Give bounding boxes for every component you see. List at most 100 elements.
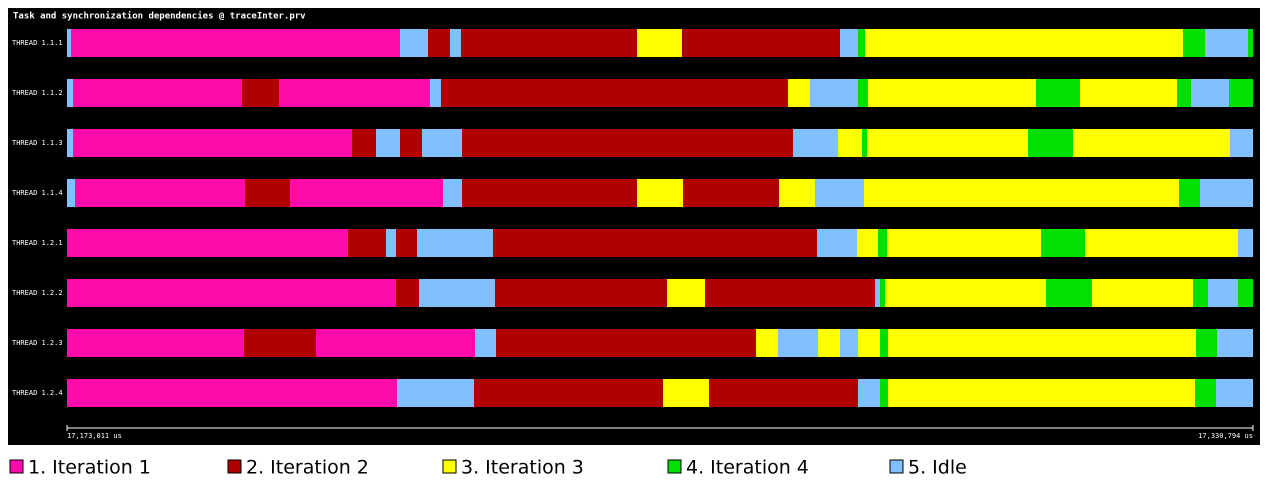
legend-label: 2. Iteration 2	[246, 457, 369, 479]
state-segment	[450, 29, 462, 57]
x-tick-label: 17,173,011 us	[67, 432, 122, 440]
state-segment	[868, 79, 1037, 107]
state-segment	[1177, 79, 1192, 107]
state-segment	[1191, 79, 1230, 107]
state-segment	[1217, 329, 1253, 357]
state-segment	[67, 329, 245, 357]
state-segment	[441, 79, 789, 107]
legend-swatch	[889, 459, 904, 474]
state-segment	[667, 279, 706, 307]
state-segment	[867, 129, 1029, 157]
state-segment	[880, 379, 889, 407]
state-segment	[462, 179, 638, 207]
state-segment	[858, 29, 866, 57]
state-segment	[810, 79, 859, 107]
state-segment	[858, 329, 881, 357]
legend-swatch	[9, 459, 24, 474]
state-segment	[663, 379, 710, 407]
state-segment	[396, 279, 420, 307]
legend-label: 5. Idle	[908, 457, 967, 479]
state-segment	[1085, 229, 1239, 257]
legend-swatch	[442, 459, 457, 474]
state-segment	[348, 229, 387, 257]
state-segment	[1028, 129, 1074, 157]
state-segment	[878, 229, 888, 257]
state-segment	[683, 179, 780, 207]
thread-label: THREAD 1.2.2	[12, 289, 63, 297]
state-segment	[857, 229, 879, 257]
state-segment	[888, 329, 1197, 357]
state-segment	[1046, 279, 1093, 307]
state-segment	[793, 129, 839, 157]
state-segment	[682, 29, 841, 57]
legend-swatch	[227, 459, 242, 474]
state-segment	[461, 29, 638, 57]
state-segment	[242, 79, 279, 107]
state-segment	[862, 129, 868, 157]
state-segment	[422, 129, 463, 157]
state-segment	[887, 229, 1042, 257]
state-segment	[637, 29, 683, 57]
state-segment	[858, 79, 869, 107]
state-segment	[840, 329, 859, 357]
state-segment	[1073, 129, 1231, 157]
state-segment	[495, 279, 668, 307]
chart-title: Task and synchronization dependencies @ …	[13, 11, 306, 22]
state-segment	[1238, 229, 1253, 257]
state-segment	[756, 329, 779, 357]
state-segment	[1080, 79, 1178, 107]
state-segment	[888, 379, 1196, 407]
state-segment	[1230, 129, 1253, 157]
state-segment	[400, 129, 423, 157]
state-segment	[428, 29, 451, 57]
thread-label: THREAD 1.1.2	[12, 89, 63, 97]
state-segment	[493, 229, 818, 257]
thread-label: THREAD 1.2.4	[12, 389, 63, 397]
state-segment	[70, 29, 401, 57]
state-segment	[1196, 329, 1218, 357]
thread-label: THREAD 1.2.1	[12, 239, 63, 247]
state-segment	[864, 179, 1180, 207]
state-segment	[417, 229, 494, 257]
thread-label: THREAD 1.2.3	[12, 339, 63, 347]
state-segment	[818, 329, 841, 357]
state-segment	[443, 179, 463, 207]
state-segment	[352, 129, 377, 157]
state-segment	[376, 129, 401, 157]
state-segment	[496, 329, 757, 357]
state-segment	[474, 379, 664, 407]
state-segment	[788, 79, 811, 107]
state-segment	[705, 279, 876, 307]
thread-label: THREAD 1.1.3	[12, 139, 63, 147]
state-segment	[67, 279, 397, 307]
thread-label: THREAD 1.1.1	[12, 39, 63, 47]
x-tick-label: 17,330,794 us	[1198, 432, 1253, 440]
state-segment	[779, 179, 816, 207]
state-segment	[1041, 229, 1086, 257]
state-segment	[1208, 279, 1239, 307]
state-segment	[244, 329, 317, 357]
state-segment	[778, 329, 819, 357]
state-segment	[400, 29, 429, 57]
state-segment	[290, 179, 444, 207]
state-segment	[858, 379, 881, 407]
state-segment	[1092, 279, 1194, 307]
state-segment	[865, 29, 1184, 57]
state-segment	[1238, 279, 1253, 307]
state-segment	[1229, 79, 1253, 107]
legend-label: 4. Iteration 4	[686, 457, 809, 479]
state-segment	[67, 29, 71, 57]
state-segment	[67, 79, 73, 107]
state-segment	[397, 379, 475, 407]
state-segment	[67, 179, 75, 207]
state-segment	[67, 229, 349, 257]
state-segment	[1205, 29, 1249, 57]
state-segment	[880, 279, 886, 307]
legend-swatch	[667, 459, 682, 474]
state-segment	[396, 229, 418, 257]
state-segment	[1200, 179, 1253, 207]
state-segment	[637, 179, 684, 207]
state-segment	[1183, 29, 1206, 57]
state-segment	[885, 279, 1047, 307]
